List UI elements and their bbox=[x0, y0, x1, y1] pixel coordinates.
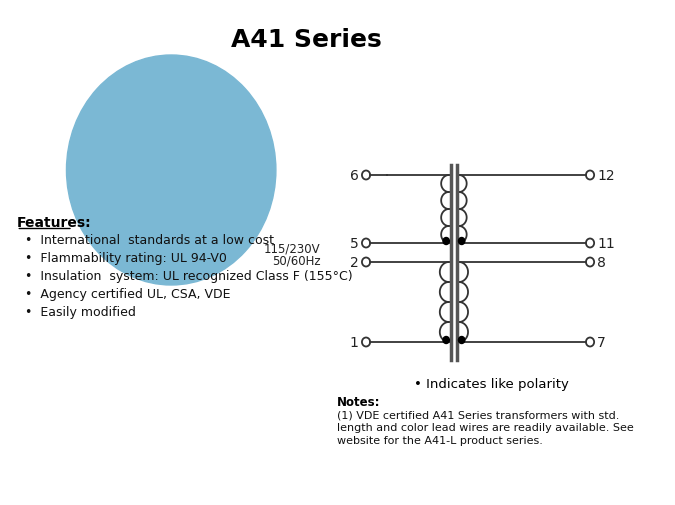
Text: 115/230V: 115/230V bbox=[264, 241, 321, 255]
Text: A41 Series: A41 Series bbox=[232, 28, 382, 52]
Text: •  International  standards at a low cost: • International standards at a low cost bbox=[26, 233, 275, 246]
Text: 12: 12 bbox=[597, 169, 615, 183]
Text: • Indicates like polarity: • Indicates like polarity bbox=[414, 377, 569, 390]
Circle shape bbox=[66, 56, 276, 285]
Text: •  Flammability rating: UL 94-V0: • Flammability rating: UL 94-V0 bbox=[26, 251, 227, 265]
Text: •  Insulation  system: UL recognized Class F (155°C): • Insulation system: UL recognized Class… bbox=[26, 270, 353, 282]
Text: 1: 1 bbox=[350, 335, 358, 349]
Text: Features:: Features: bbox=[16, 216, 91, 230]
Text: •  Agency certified UL, CSA, VDE: • Agency certified UL, CSA, VDE bbox=[26, 287, 231, 300]
Text: 2: 2 bbox=[350, 256, 358, 270]
Text: •  Easily modified: • Easily modified bbox=[26, 306, 136, 318]
Text: 8: 8 bbox=[597, 256, 606, 270]
Text: Notes:: Notes: bbox=[337, 395, 381, 408]
Text: 5: 5 bbox=[350, 236, 358, 250]
Text: 7: 7 bbox=[597, 335, 606, 349]
Circle shape bbox=[443, 337, 450, 344]
Text: 50/60Hz: 50/60Hz bbox=[272, 255, 321, 268]
Text: 11: 11 bbox=[597, 236, 615, 250]
Circle shape bbox=[458, 238, 465, 245]
Circle shape bbox=[458, 337, 465, 344]
Text: 6: 6 bbox=[350, 169, 358, 183]
Circle shape bbox=[443, 238, 450, 245]
Text: (1) VDE certified A41 Series transformers with std.
length and color lead wires : (1) VDE certified A41 Series transformer… bbox=[337, 409, 634, 445]
